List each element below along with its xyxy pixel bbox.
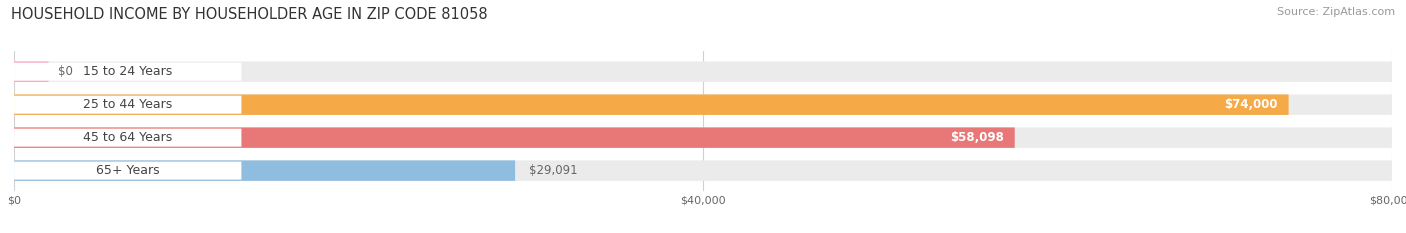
- Text: $58,098: $58,098: [950, 131, 1004, 144]
- Text: 65+ Years: 65+ Years: [96, 164, 159, 177]
- Text: 15 to 24 Years: 15 to 24 Years: [83, 65, 173, 78]
- Text: $0: $0: [58, 65, 73, 78]
- FancyBboxPatch shape: [14, 162, 242, 180]
- Text: 45 to 64 Years: 45 to 64 Years: [83, 131, 173, 144]
- Text: $74,000: $74,000: [1225, 98, 1278, 111]
- FancyBboxPatch shape: [14, 62, 1392, 82]
- FancyBboxPatch shape: [14, 94, 1289, 115]
- Text: 25 to 44 Years: 25 to 44 Years: [83, 98, 173, 111]
- FancyBboxPatch shape: [14, 127, 1392, 148]
- FancyBboxPatch shape: [14, 62, 48, 82]
- FancyBboxPatch shape: [14, 127, 1015, 148]
- FancyBboxPatch shape: [14, 160, 1392, 181]
- FancyBboxPatch shape: [14, 160, 515, 181]
- Text: $29,091: $29,091: [529, 164, 578, 177]
- FancyBboxPatch shape: [14, 96, 242, 114]
- FancyBboxPatch shape: [14, 94, 1392, 115]
- FancyBboxPatch shape: [14, 63, 242, 81]
- Text: HOUSEHOLD INCOME BY HOUSEHOLDER AGE IN ZIP CODE 81058: HOUSEHOLD INCOME BY HOUSEHOLDER AGE IN Z…: [11, 7, 488, 22]
- Text: Source: ZipAtlas.com: Source: ZipAtlas.com: [1277, 7, 1395, 17]
- FancyBboxPatch shape: [14, 129, 242, 147]
